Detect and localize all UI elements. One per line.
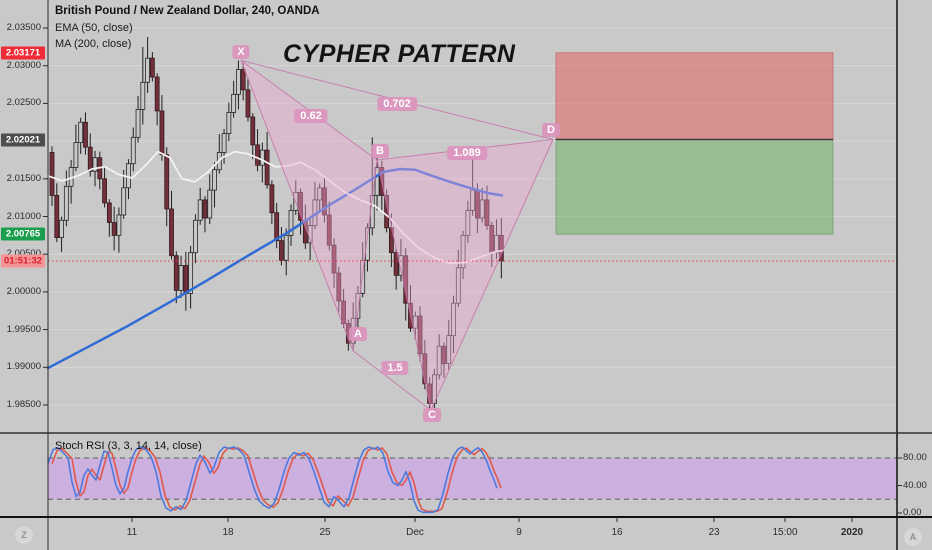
price-tick-label: 1.99500 [6, 323, 41, 335]
price-tick-label: 2.03000 [6, 59, 41, 71]
price-tick-label: 1.98500 [6, 399, 41, 410]
price-level-tag: 2.00765 [1, 227, 45, 241]
symbol-title[interactable]: British Pound / New Zealand Dollar, 240,… [55, 5, 320, 17]
pattern-title-annotation[interactable]: CYPHER PATTERN [283, 40, 516, 68]
auto-scale-button[interactable]: A [904, 528, 922, 546]
price-tick-label: 2.01500 [6, 172, 41, 184]
price-tick-label: 2.03500 [6, 22, 41, 33]
price-level-tag: 2.03171 [1, 46, 45, 60]
stoch-d-line [51, 447, 502, 513]
stoch-rsi-pane[interactable] [47, 446, 897, 514]
pattern-ratio-label[interactable]: 0.62 [294, 109, 328, 124]
pattern-point-x[interactable]: X [232, 45, 250, 60]
pattern-point-d[interactable]: D [542, 122, 560, 137]
stoch-tick-label: 80.00 [903, 452, 927, 463]
stoch-tick-label: 40.00 [903, 479, 927, 491]
price-tick-label: 1.99000 [6, 361, 41, 373]
pattern-point-b[interactable]: B [371, 143, 389, 158]
stoch-k-line [47, 446, 498, 514]
legend-ema50[interactable]: EMA (50, close) [55, 22, 133, 34]
ma200-line [46, 167, 504, 370]
ema50-line [47, 150, 504, 265]
time-tick-label: 18 [222, 527, 234, 538]
time-tick-label: 25 [319, 527, 331, 538]
pattern-ratio-label[interactable]: 0.702 [377, 96, 417, 111]
pattern-ratio-label[interactable]: 1.089 [447, 145, 487, 160]
price-tick-label: 2.00500 [0, 248, 41, 260]
price-tick-label: 2.00000 [6, 285, 41, 297]
time-tick-label: 15:00 [772, 527, 798, 538]
price-tick-label: 2.02500 [6, 97, 41, 109]
pattern-ratio-label[interactable]: 1.5 [381, 361, 409, 376]
cypher-pattern-drawing[interactable] [240, 59, 554, 411]
stoch-rsi-legend[interactable]: Stoch RSI (3, 3, 14, 14, close) [55, 440, 202, 452]
trade-zones[interactable] [555, 52, 834, 235]
time-tick-label: 2020 [840, 527, 864, 538]
price-level-tag: 2.02021 [1, 133, 45, 147]
time-tick-label: 23 [708, 527, 720, 538]
pattern-point-c[interactable]: C [423, 408, 441, 423]
legend-ma200[interactable]: MA (200, close) [55, 38, 132, 50]
time-tick-label: Dec [406, 527, 424, 538]
time-tick-label: 11 [126, 527, 138, 538]
bar-countdown-tag: 01:51:32 [1, 254, 45, 268]
timezone-button[interactable]: Z [15, 526, 33, 544]
time-tick-label: 16 [611, 527, 623, 538]
moving-averages [46, 150, 504, 370]
stoch-tick-label: 0.00 [903, 507, 922, 518]
price-tick-label: 2.01000 [6, 210, 41, 222]
pattern-point-a[interactable]: A [349, 326, 367, 341]
time-tick-label: 9 [516, 527, 522, 538]
